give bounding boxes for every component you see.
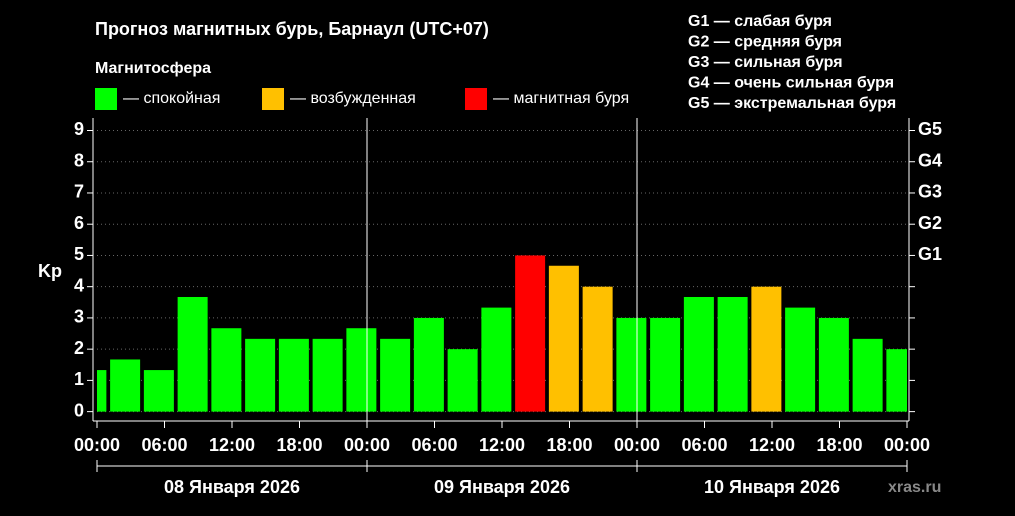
x-tick-label: 18:00 xyxy=(816,435,862,455)
y-tick-label: 7 xyxy=(74,182,84,202)
day-label: 09 Января 2026 xyxy=(434,477,570,497)
storm-scale-item: G2 — средняя буря xyxy=(688,34,842,51)
bar xyxy=(751,286,782,412)
bar xyxy=(143,370,174,412)
bar xyxy=(211,328,242,412)
x-tick-label: 00:00 xyxy=(74,435,120,455)
bar xyxy=(97,370,107,412)
bar xyxy=(785,307,816,412)
bar xyxy=(650,317,681,412)
chart-title: Прогноз магнитных бурь, Барнаул (UTC+07) xyxy=(95,19,489,39)
subtitle: Магнитосфера xyxy=(95,60,211,77)
bar xyxy=(683,296,714,412)
x-tick-label: 00:00 xyxy=(344,435,390,455)
y-tick-label: 5 xyxy=(74,244,84,264)
bar xyxy=(413,317,444,412)
bar xyxy=(481,307,512,412)
x-tick-label: 12:00 xyxy=(209,435,255,455)
x-tick-label: 00:00 xyxy=(614,435,660,455)
bar xyxy=(110,359,141,412)
storm-scale-item: G5 — экстремальная буря xyxy=(688,95,896,112)
bar xyxy=(548,265,579,412)
bar xyxy=(380,338,411,412)
y2-tick-label: G3 xyxy=(918,182,942,202)
y-tick-label: 1 xyxy=(74,369,84,389)
y2-tick-label: G1 xyxy=(918,244,942,264)
y-tick-label: 0 xyxy=(74,400,84,420)
y-axis-label: Kp xyxy=(38,261,62,281)
y2-tick-label: G5 xyxy=(918,119,942,139)
bar xyxy=(717,296,748,412)
x-tick-label: 06:00 xyxy=(141,435,187,455)
y-tick-label: 3 xyxy=(74,307,84,327)
bars xyxy=(97,255,907,412)
bar xyxy=(177,296,208,412)
x-tick-label: 12:00 xyxy=(749,435,795,455)
bar xyxy=(616,317,647,412)
legend-swatch xyxy=(95,88,117,110)
bar xyxy=(278,338,309,412)
bar xyxy=(447,349,478,412)
bar xyxy=(886,349,907,412)
y-tick-label: 8 xyxy=(74,150,84,170)
x-tick-label: 12:00 xyxy=(479,435,525,455)
bar xyxy=(582,286,613,412)
legend-label: — возбужденная xyxy=(290,90,416,107)
y2-tick-label: G2 xyxy=(918,213,942,233)
watermark: xras.ru xyxy=(888,479,941,496)
x-tick-label: 00:00 xyxy=(884,435,930,455)
day-label: 08 Января 2026 xyxy=(164,477,300,497)
bar xyxy=(515,255,546,412)
day-label: 10 Января 2026 xyxy=(704,477,840,497)
y-tick-label: 2 xyxy=(74,338,84,358)
x-tick-label: 18:00 xyxy=(546,435,592,455)
bar xyxy=(346,328,377,412)
legend-swatch xyxy=(465,88,487,110)
bar xyxy=(245,338,276,412)
y2-tick-label: G4 xyxy=(918,150,942,170)
y-tick-label: 6 xyxy=(74,213,84,233)
storm-scale-item: G3 — сильная буря xyxy=(688,54,843,71)
legend-swatch xyxy=(262,88,284,110)
x-tick-label: 06:00 xyxy=(411,435,457,455)
legend-label: — спокойная xyxy=(123,90,220,107)
storm-scale-item: G4 — очень сильная буря xyxy=(688,75,894,92)
storm-scale-item: G1 — слабая буря xyxy=(688,13,832,30)
legend-label: — магнитная буря xyxy=(493,90,629,107)
bar xyxy=(852,338,883,412)
bar xyxy=(312,338,343,412)
x-tick-label: 06:00 xyxy=(681,435,727,455)
x-tick-label: 18:00 xyxy=(276,435,322,455)
bar xyxy=(818,317,849,412)
y-tick-label: 9 xyxy=(74,119,84,139)
y-tick-label: 4 xyxy=(74,275,84,295)
